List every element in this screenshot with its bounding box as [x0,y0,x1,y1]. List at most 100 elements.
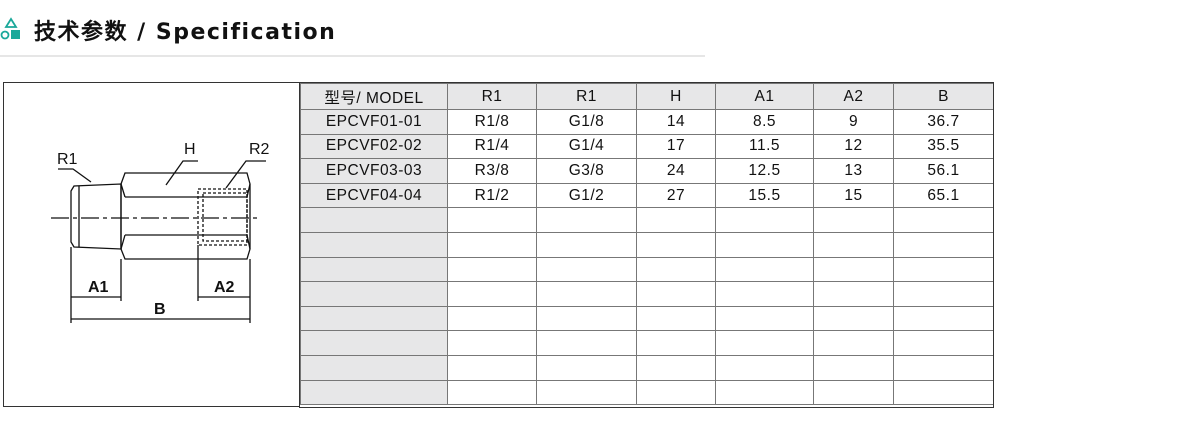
empty-cell [813,354,894,381]
table-cell: 24 [636,158,716,184]
empty-cell [447,207,537,233]
shapes-icon [0,17,20,40]
empty-cell [636,379,716,406]
table-cell: G1/4 [536,133,637,160]
table-cell: 35.5 [893,133,994,160]
empty-cell [536,231,637,258]
empty-cell [813,256,894,283]
empty-cell [447,256,537,283]
table-cell: 13 [813,158,894,184]
empty-row [300,281,994,307]
empty-cell [636,330,716,356]
empty-cell [813,379,894,406]
table-row: EPCVF04-04 R1/2 G1/2 27 15.5 15 65.1 [300,182,994,209]
technical-drawing: R1 H R2 A1 A2 B [3,82,299,407]
empty-cell [636,256,716,283]
table-cell: 14 [636,109,716,135]
table-row: EPCVF02-02 R1/4 G1/4 17 11.5 12 35.5 [300,133,994,160]
label-r2: R2 [249,141,270,158]
empty-cell [813,281,894,307]
empty-cell [893,379,994,406]
empty-cell [813,330,894,356]
empty-cell [715,330,814,356]
column-header: R1 [447,83,537,110]
model-cell: EPCVF03-03 [300,158,448,184]
empty-cell [300,281,448,307]
empty-cell [300,354,448,381]
empty-row [300,207,994,233]
empty-cell [636,281,716,307]
empty-cell [715,305,814,332]
label-a1: A1 [88,279,109,296]
empty-cell [893,354,994,381]
table-cell: 8.5 [715,109,814,135]
empty-cell [715,354,814,381]
empty-cell [536,379,637,406]
column-header: 型号/ MODEL [300,83,448,110]
empty-cell [636,231,716,258]
table-cell: R1/2 [447,182,537,209]
label-r1: R1 [57,151,78,168]
column-header: R1 [536,83,637,110]
table-row: EPCVF03-03 R3/8 G3/8 24 12.5 13 56.1 [300,158,994,184]
empty-cell [300,256,448,283]
column-header: B [893,83,994,110]
table-cell: 27 [636,182,716,209]
empty-cell [893,305,994,332]
empty-row [300,305,994,332]
table-cell: R3/8 [447,158,537,184]
empty-cell [636,305,716,332]
table-cell: 36.7 [893,109,994,135]
empty-cell [300,330,448,356]
model-cell: EPCVF01-01 [300,109,448,135]
empty-cell [300,305,448,332]
empty-cell [536,207,637,233]
empty-cell [300,207,448,233]
empty-cell [636,354,716,381]
empty-cell [813,305,894,332]
table-cell: 56.1 [893,158,994,184]
column-header: A2 [813,83,894,110]
column-header: A1 [715,83,814,110]
empty-cell [536,281,637,307]
empty-cell [536,330,637,356]
empty-cell [715,231,814,258]
table-cell: 9 [813,109,894,135]
model-cell: EPCVF04-04 [300,182,448,209]
table-header-row: 型号/ MODEL R1 R1 H A1 A2 B [300,83,994,110]
spec-table: 型号/ MODEL R1 R1 H A1 A2 B EPCVF01-01 R1/8 G1/8 14 8… [300,83,994,406]
label-b: B [154,301,166,318]
table-cell: G1/8 [536,109,637,135]
fitting-diagram: R1 H R2 A1 A2 B [51,141,270,323]
empty-cell [447,305,537,332]
empty-cell [447,354,537,381]
section-title: 技术参数 / Specification [34,20,337,45]
table-cell: 15 [813,182,894,209]
empty-cell [300,231,448,258]
empty-row [300,330,994,356]
empty-cell [536,354,637,381]
table-row: EPCVF01-01 R1/8 G1/8 14 8.5 9 36.7 [300,109,994,135]
empty-cell [536,305,637,332]
empty-cell [715,281,814,307]
empty-cell [636,207,716,233]
empty-cell [300,379,448,406]
table-cell: 15.5 [715,182,814,209]
label-h: H [184,141,196,158]
model-cell: EPCVF02-02 [300,133,448,160]
empty-cell [715,379,814,406]
empty-row [300,354,994,381]
table-cell: R1/8 [447,109,537,135]
empty-cell [893,256,994,283]
empty-cell [715,207,814,233]
table-cell: 12.5 [715,158,814,184]
empty-cell [813,207,894,233]
table-cell: 17 [636,133,716,160]
section-header: 技术参数 / Specification [0,12,336,48]
empty-cell [715,256,814,283]
empty-row [300,256,994,283]
empty-cell [536,256,637,283]
empty-cell [813,231,894,258]
table-cell: 12 [813,133,894,160]
empty-row [300,379,994,406]
